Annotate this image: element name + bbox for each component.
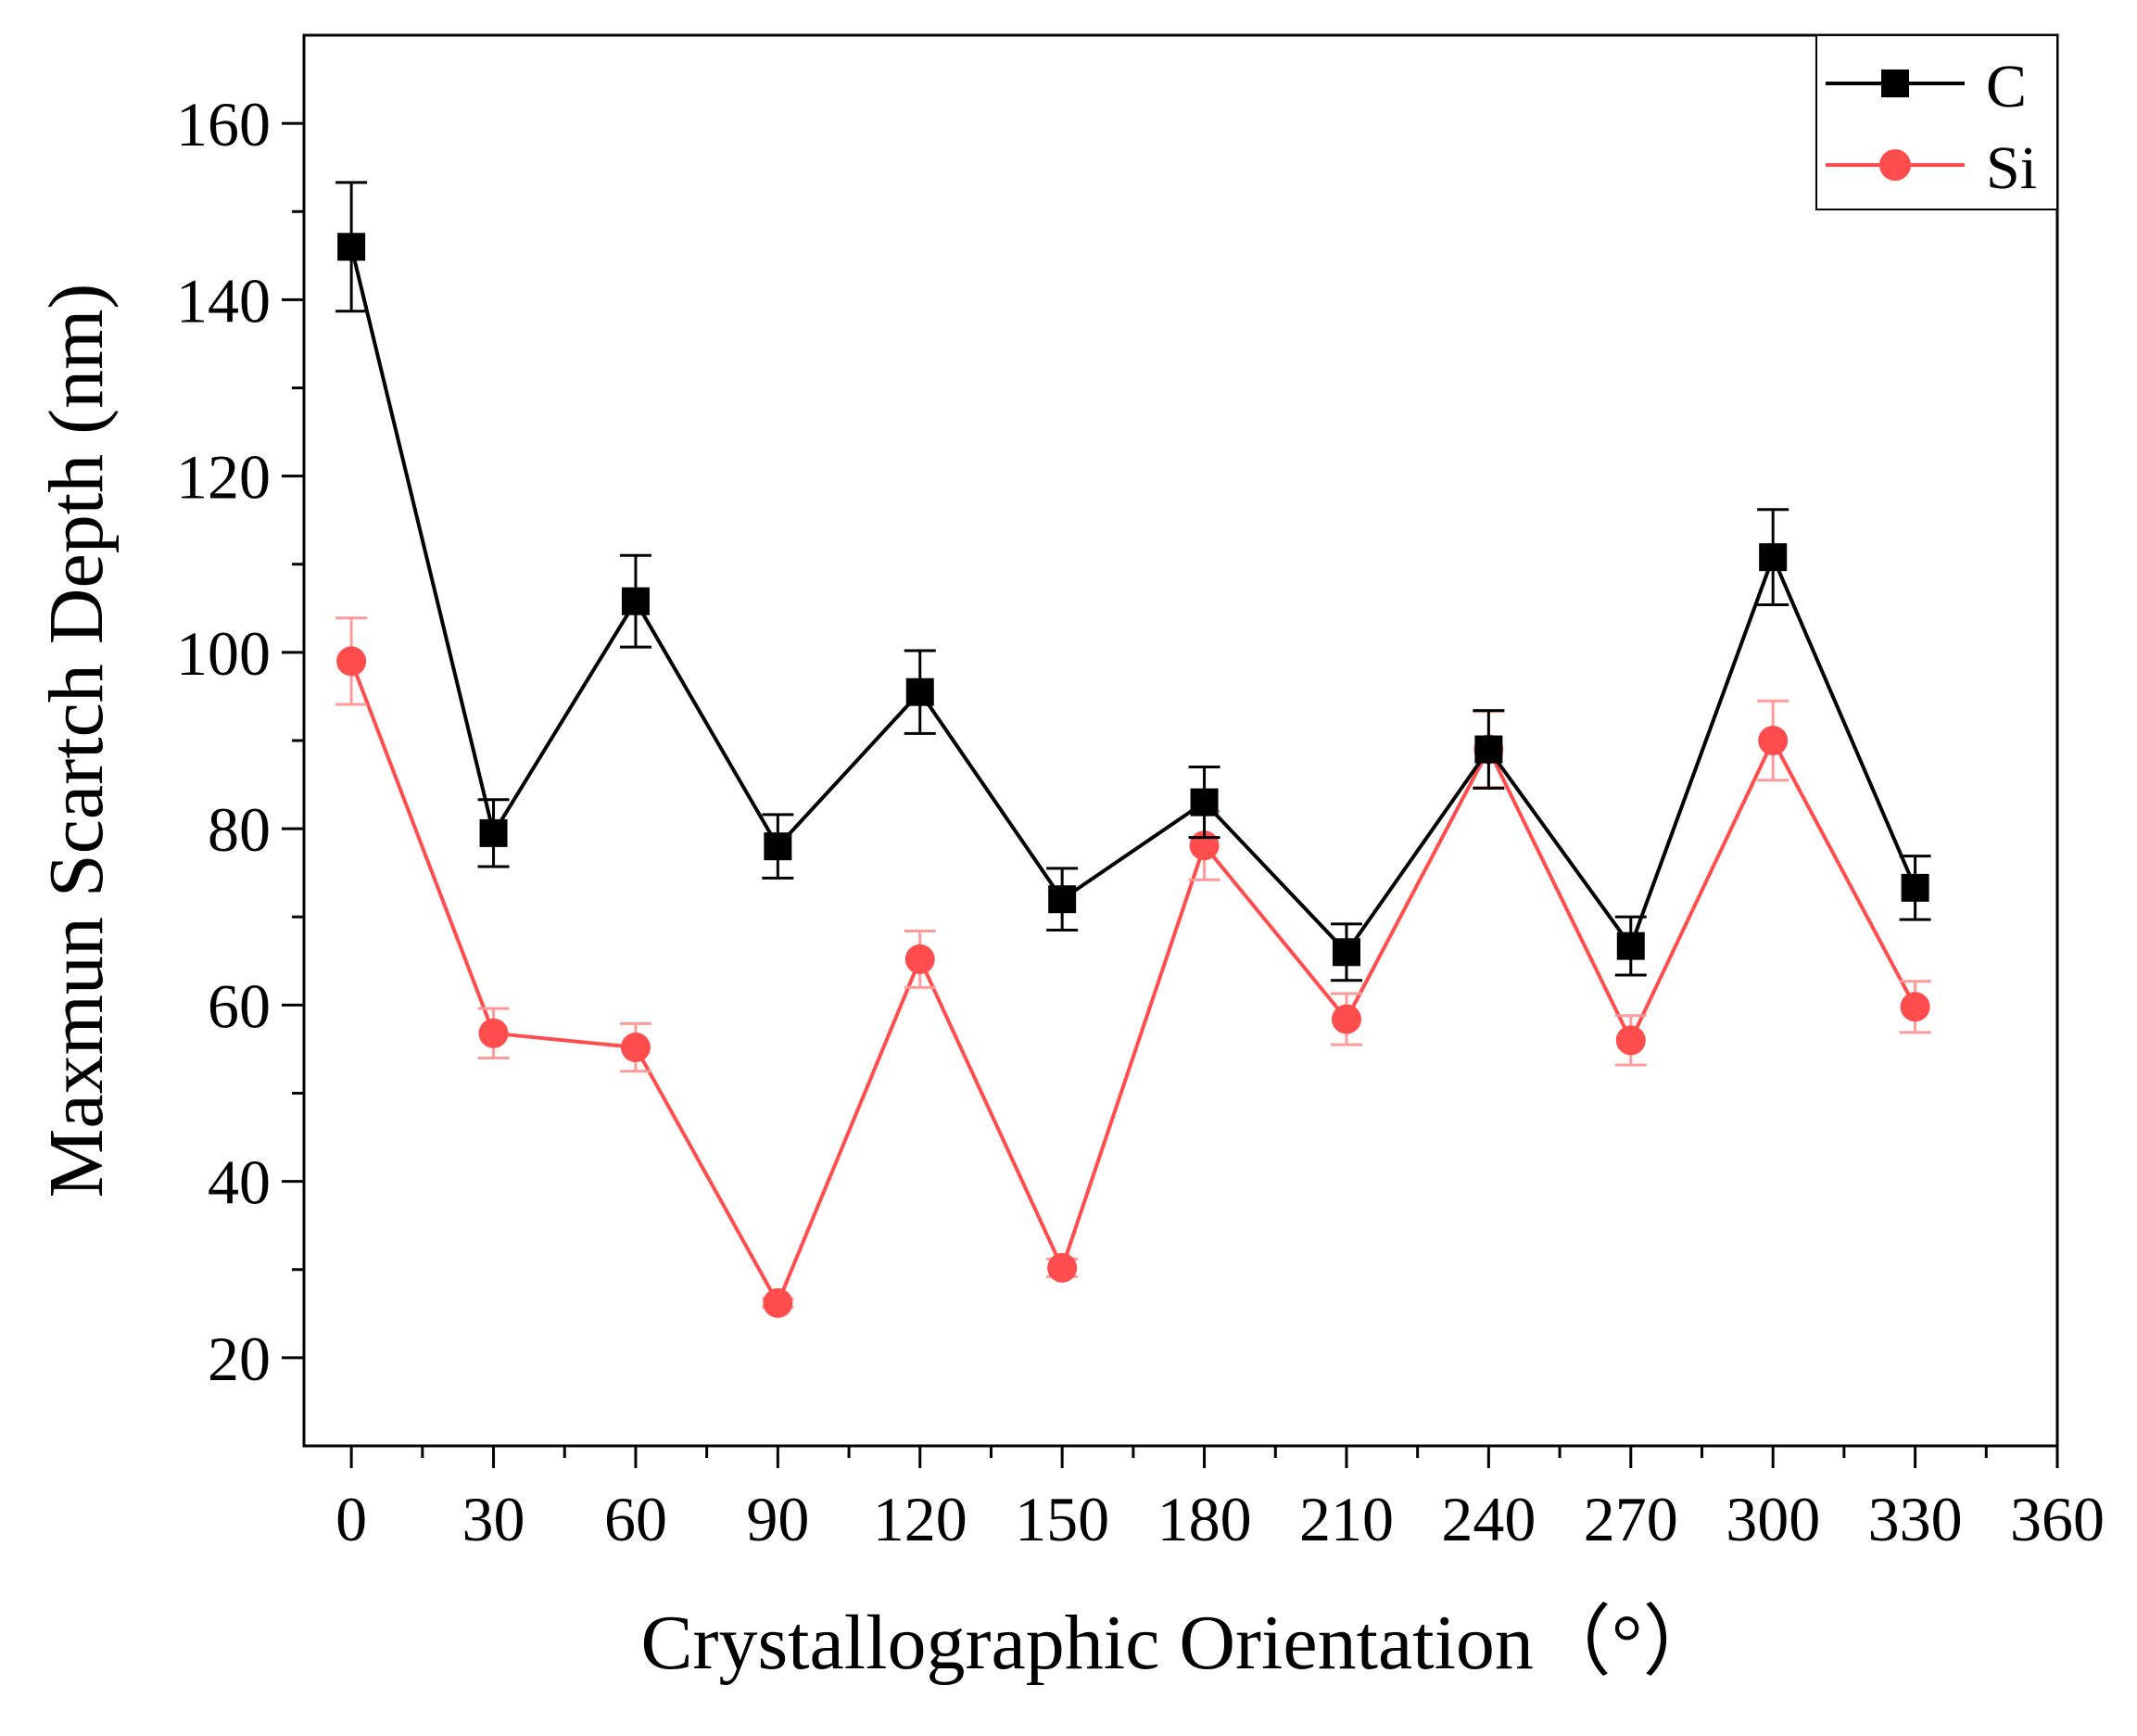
x-tick-label: 240 xyxy=(1441,1484,1536,1554)
data-point-c xyxy=(905,678,934,706)
x-tick-label: 300 xyxy=(1726,1484,1820,1554)
data-point-si xyxy=(620,1033,651,1063)
data-point-si xyxy=(478,1018,509,1048)
series-si xyxy=(335,616,1931,1318)
data-point-si xyxy=(1758,726,1789,755)
x-tick-label: 270 xyxy=(1584,1484,1678,1554)
x-tick-label: 360 xyxy=(2010,1484,2105,1554)
y-tick-label: 100 xyxy=(176,618,271,689)
data-point-c xyxy=(1616,931,1645,960)
x-tick-label: 330 xyxy=(1868,1484,1963,1554)
x-tick-label: 210 xyxy=(1299,1484,1394,1554)
legend: C Si xyxy=(1815,34,2058,210)
data-point-c xyxy=(764,832,792,861)
data-point-si xyxy=(336,646,367,677)
y-tick-label: 20 xyxy=(208,1324,271,1394)
data-point-c xyxy=(1048,885,1077,914)
x-tick-label: 180 xyxy=(1157,1484,1252,1554)
data-point-si xyxy=(904,944,935,974)
legend-label-si: Si xyxy=(1986,134,2037,202)
axis-ticks: 0 30 60 90 120 150 180 210 240 270 300 330 360 20 40 60… xyxy=(176,89,2105,1554)
y-tick-label: 60 xyxy=(208,970,271,1041)
x-tick-label: 30 xyxy=(462,1484,525,1554)
data-point-si xyxy=(1331,1004,1361,1034)
y-axis-title: Maxmun Scartch Depth (nm) xyxy=(33,284,120,1198)
legend-marker-si xyxy=(1879,149,1911,181)
y-tick-label: 120 xyxy=(176,442,271,513)
y-tick-label: 40 xyxy=(208,1147,271,1218)
x-tick-label: 120 xyxy=(873,1484,967,1554)
data-point-c xyxy=(1332,938,1360,967)
series-line-c xyxy=(349,246,1917,956)
x-tick-label: 90 xyxy=(746,1484,809,1554)
data-point-c xyxy=(337,233,366,261)
data-point-c xyxy=(1474,735,1503,764)
data-point-c xyxy=(1190,788,1219,817)
y-tick-label: 160 xyxy=(176,89,271,159)
data-point-si xyxy=(1047,1252,1078,1283)
data-point-si xyxy=(1615,1025,1646,1056)
plot-area: 0 30 60 90 120 150 180 210 240 270 300 330 360 20 40 60… xyxy=(176,33,2105,1554)
x-tick-label: 60 xyxy=(604,1484,667,1554)
data-point-si xyxy=(1900,992,1930,1022)
x-tick-label: 0 xyxy=(335,1484,367,1554)
legend-box xyxy=(1815,34,2058,210)
data-point-c xyxy=(1901,873,1929,902)
y-tick-label: 140 xyxy=(176,265,271,336)
legend-marker-c xyxy=(1881,70,1909,97)
legend-label-c: C xyxy=(1986,53,2027,120)
x-axis-title: Crystallographic Orientation（°） xyxy=(640,1600,1720,1686)
series-line-si xyxy=(349,660,1917,1308)
x-tick-label: 150 xyxy=(1015,1484,1109,1554)
data-point-c xyxy=(479,818,508,847)
series-layer xyxy=(335,181,1931,1318)
data-point-c xyxy=(621,587,650,615)
series-c xyxy=(335,181,1931,982)
y-tick-label: 80 xyxy=(208,794,271,865)
data-point-si xyxy=(763,1287,793,1318)
data-point-c xyxy=(1759,543,1788,572)
plot-frame xyxy=(302,33,2059,1448)
